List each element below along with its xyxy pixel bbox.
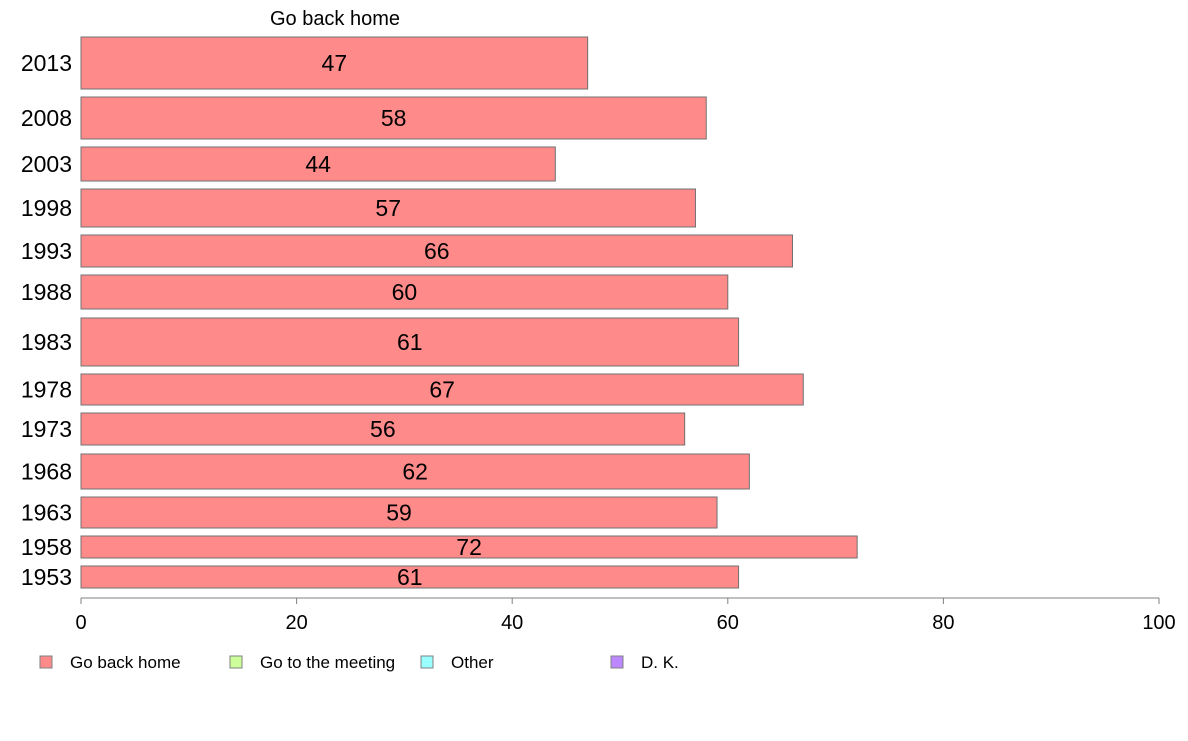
legend: Go back home Go to the meeting Other D. K. [39,653,679,672]
x-tick-label-40: 40 [501,612,523,634]
data-label-1963: 59 [386,500,412,526]
category-label-1953: 1953 [21,564,72,590]
legend-swatch-other [420,655,434,669]
data-label-1998: 57 [375,195,401,221]
legend-label-go-back-home: Go back home [70,653,181,672]
bar-1973 [80,412,686,446]
category-label-1968: 1968 [21,459,72,485]
category-label-1983: 1983 [21,329,72,355]
x-tick-label-100: 100 [1142,612,1175,634]
category-label-1963: 1963 [21,500,72,526]
x-tick-label-80: 80 [932,612,954,634]
data-label-1978: 67 [429,377,455,403]
data-label-2013: 47 [322,50,348,76]
legend-swatch-d-k [610,655,624,669]
bar-1968 [80,453,750,490]
bar-1963 [80,496,718,529]
chart-title: Go back home [270,8,400,30]
x-axis: 0 20 40 60 80 100 [75,597,1176,634]
data-label-2008: 58 [381,105,407,131]
category-label-2003: 2003 [21,151,72,177]
bar-2013 [80,36,589,90]
category-label-1958: 1958 [21,534,72,560]
data-label-1988: 60 [392,279,418,305]
legend-swatch-go-back-home [39,655,53,669]
data-label-1958: 72 [456,534,482,560]
bar-2003 [80,146,556,182]
x-tick-label-0: 0 [75,612,86,634]
legend-swatch-go-to-the-meeting [229,655,243,669]
bar-1958 [80,535,858,559]
category-label-2013: 2013 [21,50,72,76]
data-label-2003: 44 [305,151,331,177]
bar-1978 [80,373,804,406]
bars-layer: 47 2013 58 2008 44 2003 57 1998 66 1993 60 1988 61 19… [21,36,858,590]
category-label-1993: 1993 [21,238,72,264]
legend-label-go-to-the-meeting: Go to the meeting [260,653,395,672]
category-label-1998: 1998 [21,195,72,221]
bar-1953 [80,565,740,589]
legend-label-other: Other [451,653,494,672]
data-label-1983: 61 [397,329,423,355]
data-label-1953: 61 [397,564,423,590]
category-label-2008: 2008 [21,105,72,131]
category-label-1973: 1973 [21,416,72,442]
data-label-1973: 56 [370,416,396,442]
x-tick-label-60: 60 [717,612,739,634]
bar-1993 [80,234,793,268]
data-label-1993: 66 [424,238,450,264]
bar-1988 [80,274,729,310]
data-label-1968: 62 [402,459,428,485]
category-label-1978: 1978 [21,377,72,403]
bar-1983 [80,317,740,367]
bar-1998 [80,188,696,228]
category-label-1988: 1988 [21,279,72,305]
x-tick-label-20: 20 [285,612,307,634]
bar-2008 [80,96,707,140]
legend-label-d-k: D. K. [641,653,679,672]
